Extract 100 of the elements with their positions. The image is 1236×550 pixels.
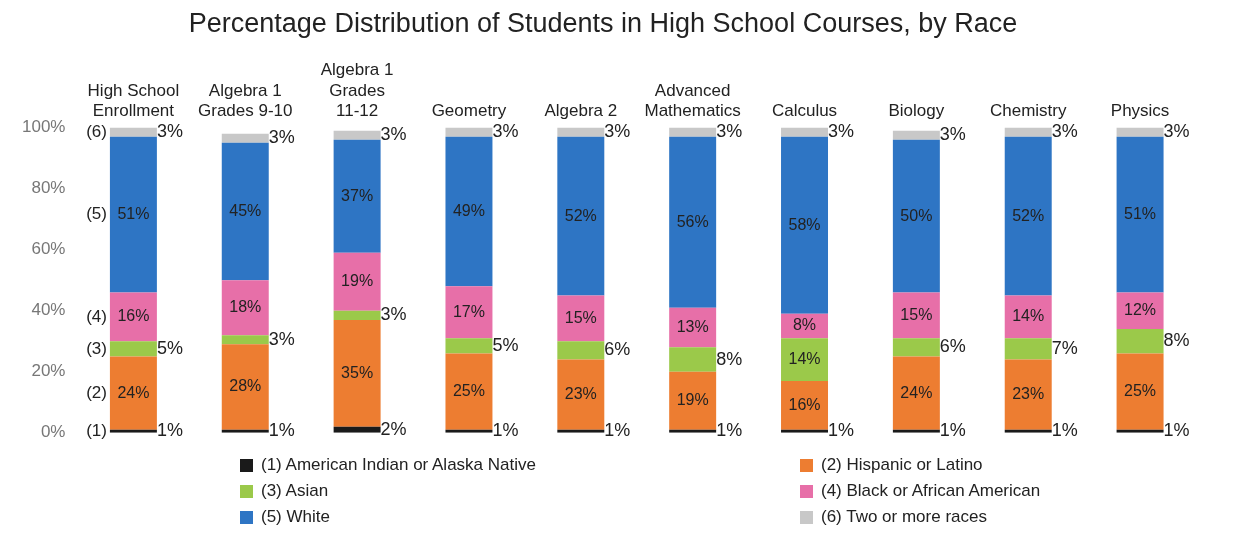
bar: [221, 280, 269, 336]
legend-label: (6) Two or more races: [821, 507, 987, 527]
bar: [892, 292, 940, 339]
y-tick-label: 40%: [31, 300, 66, 320]
data-label: 13%: [676, 317, 709, 335]
bar: [557, 136, 605, 296]
bar: [1004, 359, 1052, 430]
bar: [781, 136, 829, 314]
data-label: 3%: [716, 121, 743, 142]
data-label: 14%: [788, 349, 821, 367]
y-tick-label: 100%: [22, 117, 66, 137]
x-tick-label: Biology: [888, 101, 945, 121]
data-label: 16%: [117, 307, 150, 325]
x-tick-label: Advanced Mathematics: [644, 80, 741, 121]
annotation: (5): [86, 204, 107, 224]
bar: [1004, 338, 1052, 360]
x-tick-label: Geometry: [431, 101, 507, 121]
x-tick-label: Physics: [1110, 101, 1170, 121]
data-label: 3%: [1163, 121, 1190, 142]
data-label: 3%: [828, 121, 855, 142]
data-label: 51%: [1124, 204, 1157, 222]
bar: [669, 136, 717, 308]
data-label: 50%: [900, 206, 933, 224]
data-label: 16%: [788, 395, 821, 413]
bar: [557, 295, 605, 342]
x-tick-label: Chemistry: [989, 101, 1067, 121]
data-label: 19%: [676, 391, 709, 409]
bar: [892, 139, 940, 293]
bar: [109, 136, 157, 293]
bar: [892, 130, 940, 140]
bar: [333, 139, 381, 253]
bar: [892, 356, 940, 430]
bar: [892, 338, 940, 357]
data-label: 1%: [156, 420, 183, 441]
bar: [669, 127, 717, 137]
bar: [445, 338, 493, 354]
bar: [221, 335, 269, 345]
data-label: 45%: [229, 201, 262, 219]
annotation: (4): [86, 306, 107, 326]
data-label: 25%: [452, 382, 485, 399]
bar: [221, 142, 269, 281]
data-label: 8%: [1163, 330, 1190, 351]
data-label: 56%: [676, 212, 709, 230]
x-tick-label: Algebra 2: [544, 101, 618, 121]
data-label: 5%: [156, 337, 183, 358]
data-label: 14%: [1012, 307, 1045, 325]
data-label: 15%: [564, 308, 597, 326]
bar: [221, 344, 269, 430]
y-tick-label: 20%: [31, 361, 66, 381]
data-label: 24%: [900, 383, 933, 401]
data-label: 3%: [1051, 121, 1078, 142]
annotation: (3): [86, 338, 107, 358]
annotation: (6): [86, 121, 107, 141]
data-label: 5%: [492, 334, 519, 355]
data-label: 28%: [229, 377, 262, 395]
data-label: 3%: [380, 124, 407, 145]
data-label: 3%: [604, 121, 631, 142]
bar: [109, 127, 157, 137]
data-label: 24%: [117, 383, 150, 401]
bar: [109, 341, 157, 357]
data-label: 6%: [604, 339, 631, 360]
annotation: (1): [86, 420, 107, 440]
bar: [445, 353, 493, 430]
bar: [557, 127, 605, 137]
bar: [781, 380, 829, 430]
data-label: 1%: [1163, 420, 1190, 441]
data-label: 6%: [939, 336, 966, 357]
data-label: 3%: [268, 328, 295, 349]
bar: [1116, 127, 1164, 137]
data-label: 3%: [268, 127, 295, 148]
data-label: 25%: [1124, 382, 1157, 399]
data-label: 17%: [452, 302, 485, 320]
x-tick-label: Algebra 1 Grades 11-12: [320, 60, 394, 121]
bar: [1004, 127, 1052, 137]
bar: [781, 127, 829, 137]
data-label: 23%: [1012, 385, 1045, 403]
data-label: 1%: [268, 420, 295, 441]
data-label: 7%: [1051, 337, 1078, 358]
x-tick-label: High School Enrollment: [87, 80, 180, 121]
chart-title: Percentage Distribution of Students in High School Courses, by Race: [188, 7, 1018, 38]
data-label: 19%: [341, 272, 374, 290]
data-label: 2%: [380, 418, 407, 439]
data-label: 3%: [939, 124, 966, 145]
data-label: 15%: [900, 305, 933, 323]
bar: [1116, 136, 1164, 293]
data-label: 35%: [341, 363, 374, 381]
data-label: 1%: [492, 420, 519, 441]
data-label: 8%: [792, 316, 817, 334]
legend-label: (4) Black or African American: [821, 481, 1041, 501]
bar: [445, 136, 493, 287]
bar: [109, 292, 157, 342]
data-label: 1%: [716, 420, 743, 441]
bar: [781, 338, 829, 381]
bar: [333, 310, 381, 320]
data-label: 3%: [156, 121, 183, 142]
data-label: 37%: [341, 186, 374, 204]
bar: [557, 359, 605, 430]
data-label: 52%: [564, 206, 597, 224]
data-label: 3%: [492, 121, 519, 142]
bar: [1004, 295, 1052, 339]
